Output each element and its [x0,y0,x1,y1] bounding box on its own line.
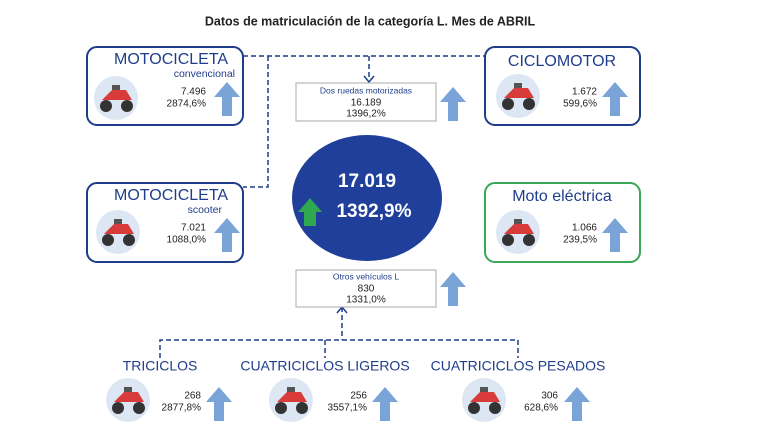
group-label: Dos ruedas motorizadas [320,85,412,95]
up-arrow [440,272,466,306]
change: 2877,8% [162,403,202,414]
change: 239,5% [563,235,597,246]
change: 1088,0% [167,235,207,246]
change: 1396,2% [346,109,386,120]
up-arrow [372,387,398,421]
icon [462,378,506,422]
total-change: 1392,9% [336,201,411,222]
total-value: 17.019 [338,171,396,192]
change: 599,6% [563,99,597,110]
up-arrow [440,87,466,121]
bottom-title: CUATRICICLOS LIGEROS [240,358,409,374]
title: Datos de matriculación de la categoría L… [205,14,536,28]
value: 830 [358,284,375,295]
box-subtitle: convencional [174,68,235,80]
group-label: Otros vehículos L [333,271,399,281]
up-arrow [564,387,590,421]
icon [269,378,313,422]
box-title: MOTOCICLETA [114,51,228,68]
change: 628,6% [524,403,558,414]
group-box [295,269,437,308]
up-arrow [206,387,232,421]
box-title: CICLOMOTOR [508,53,616,70]
connector [243,56,269,188]
value: 268 [184,391,201,402]
bottom-title: TRICICLOS [123,358,198,374]
icon [496,74,540,118]
group-box [295,82,437,122]
total-ellipse [292,135,442,261]
change: 1331,0% [346,295,386,306]
value: 16.189 [351,98,382,109]
box-title: MOTOCICLETA [114,187,228,204]
value: 1.066 [572,223,597,234]
value: 7.021 [181,223,206,234]
value: 7.496 [181,87,206,98]
icon [496,210,540,254]
icon [106,378,150,422]
change: 2874,6% [167,99,207,110]
icon [94,76,138,120]
change: 3557,1% [328,403,368,414]
value: 256 [350,391,367,402]
bottom-title: CUATRICICLOS PESADOS [431,358,606,374]
value: 306 [541,391,558,402]
icon [96,210,140,254]
up-arrow [298,198,322,226]
value: 1.672 [572,87,597,98]
connector [159,307,519,358]
box-title: Moto eléctrica [512,188,612,205]
box-subtitle: scooter [188,204,223,216]
